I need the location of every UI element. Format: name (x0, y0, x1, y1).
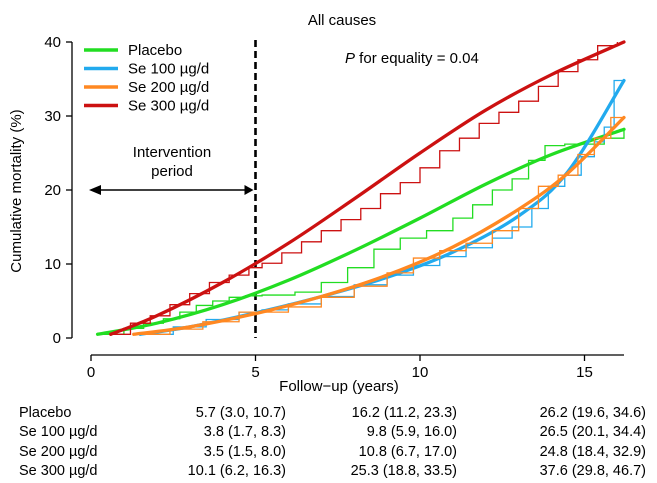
x-axis-label: Follow−up (years) (279, 378, 399, 395)
estimate-group: Se 300 µg/d (19, 462, 98, 479)
estimate-row: Placebo 5.7 (3.0, 10.7) 16.2 (11.2, 23.3… (0, 404, 657, 423)
y-axis: 0 10 20 30 40 Cumulative mortality (%) (8, 34, 73, 347)
legend-label: Se 300 µg/d (128, 98, 209, 115)
x-tick-label: 10 (412, 364, 429, 381)
intervention-label-line1: Intervention (133, 144, 211, 161)
estimate-year-10: 10.8 (6.7, 17.0) (358, 443, 457, 460)
estimate-year-15: 26.5 (20.1, 34.4) (539, 424, 646, 441)
step-line-se-100-g-d (140, 79, 624, 335)
estimate-year-15: 37.6 (29.8, 46.7) (539, 462, 646, 479)
y-tick-label: 0 (53, 330, 61, 347)
estimate-row: Se 100 µg/d 3.8 (1.7, 8.3) 9.8 (5.9, 16.… (0, 423, 657, 442)
step-line-se-200-g-d (133, 116, 624, 335)
estimate-year-5: 3.8 (1.7, 8.3) (203, 424, 286, 441)
y-tick-group: 0 10 20 30 40 (44, 34, 72, 347)
x-tick-label: 0 (87, 364, 95, 381)
p-symbol: P (345, 50, 355, 67)
fitted-curve-se-100-g-d (138, 78, 626, 336)
series-group (95, 40, 626, 336)
estimate-group: Placebo (19, 405, 72, 421)
intervention-period-annotation: Intervention period (89, 144, 254, 195)
x-tick-label: 15 (576, 364, 593, 381)
legend: Placebo Se 100 µg/dSe 200 µg/d Se 300 µg/d (84, 42, 209, 115)
estimate-year-15: 26.2 (19.6, 34.6) (539, 405, 646, 421)
estimate-year-10: 25.3 (18.8, 33.5) (350, 462, 457, 479)
mortality-chart: All causes P for equality = 0.04 0 10 20 30… (8, 12, 626, 395)
step-line-placebo (97, 130, 625, 335)
estimate-year-10: 16.2 (11.2, 23.3) (351, 405, 457, 421)
fitted-curve-placebo (95, 127, 626, 336)
fitted-curve-se-200-g-d (132, 115, 626, 336)
intervention-arrow-left-head (89, 185, 101, 195)
legend-label: Placebo (128, 42, 182, 59)
x-axis: 0 5 10 15 Follow−up (years) (87, 354, 624, 395)
y-tick-label: 10 (44, 256, 61, 273)
chart-title: All causes (308, 12, 376, 29)
x-tick-group: 0 5 10 15 (87, 355, 593, 381)
estimate-year-5: 5.7 (3.0, 10.7) (195, 405, 286, 421)
p-equality-annotation: P for equality = 0.04 (345, 50, 479, 67)
x-tick-label: 5 (251, 364, 259, 381)
estimate-row: Se 200 µg/d 3.5 (1.5, 8.0) 10.8 (6.7, 17… (0, 443, 657, 462)
estimate-year-5: 3.5 (1.5, 8.0) (203, 443, 286, 460)
estimate-row: Se 300 µg/d 10.1 (6.2, 16.3) 25.3 (18.8,… (0, 462, 657, 481)
estimates-table: Placebo 5.7 (3.0, 10.7) 16.2 (11.2, 23.3… (0, 404, 657, 481)
y-axis-label: Cumulative mortality (%) (8, 109, 25, 272)
y-tick-label: 30 (44, 108, 61, 125)
legend-label: Se 200 µg/d (128, 79, 209, 96)
estimate-group: Se 100 µg/d (19, 424, 98, 441)
y-tick-label: 20 (44, 182, 61, 199)
estimate-group: Se 200 µg/d (19, 443, 98, 460)
intervention-arrow-right-head (244, 185, 254, 195)
y-tick-label: 40 (44, 34, 61, 51)
estimate-year-5: 10.1 (6.2, 16.3) (187, 462, 286, 479)
fitted-curve-se-300-g-d (109, 40, 626, 336)
intervention-label-line2: period (151, 163, 193, 180)
estimate-year-10: 9.8 (5.9, 16.0) (366, 424, 457, 441)
p-equality-text: for equality = 0.04 (355, 50, 479, 67)
legend-label: Se 100 µg/d (128, 61, 209, 78)
estimate-year-15: 24.8 (18.4, 32.9) (539, 443, 646, 460)
